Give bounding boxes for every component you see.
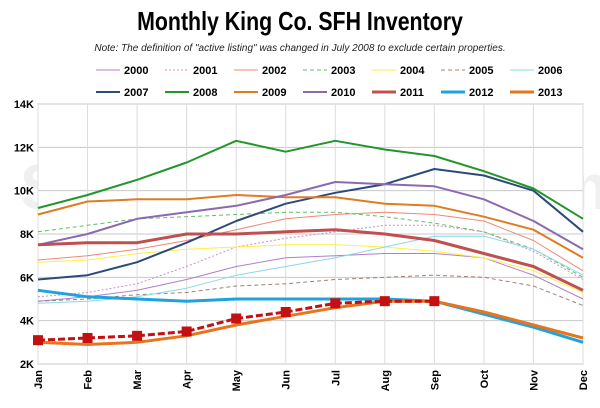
point-2014-aug	[379, 296, 390, 307]
series-line-2008	[37, 139, 584, 220]
x-tick-label-dec: Dec	[578, 370, 590, 390]
y-tick-label-1: 4K	[20, 316, 34, 328]
x-tick-label-mar: Mar	[132, 369, 144, 389]
legend-item-2002: 2002	[234, 65, 286, 77]
series-line-2002	[37, 211, 584, 272]
series-line-2005	[37, 274, 584, 306]
y-axis: 2K 4K 6K 8K 10K 12K 14K	[14, 99, 34, 371]
legend-item-2004: 2004	[372, 65, 425, 77]
legend-label-2003: 2003	[331, 65, 355, 77]
legend-item-2006: 2006	[510, 65, 562, 77]
legend-label-2013: 2013	[538, 87, 562, 99]
series-line-2009	[37, 194, 584, 259]
point-2014-jun	[280, 307, 291, 317]
legend-label-2002: 2002	[262, 65, 286, 77]
series-2004	[37, 244, 584, 293]
series-2005	[37, 274, 584, 306]
series-2010	[37, 181, 584, 251]
x-tick-label-jan: Jan	[33, 370, 45, 389]
legend-label-2005: 2005	[469, 65, 493, 77]
series-2009	[37, 194, 584, 259]
point-2014-sep	[429, 296, 440, 307]
x-tick-label-jul: Jul	[330, 370, 342, 386]
y-tick-label-0: 2K	[20, 359, 34, 371]
legend-item-2008: 2008	[165, 87, 217, 99]
x-tick-label-apr: Apr	[182, 369, 194, 389]
x-tick-label-jun: Jun	[281, 370, 293, 390]
legend-item-2011: 2011	[372, 87, 424, 99]
legend-item-2009: 2009	[234, 87, 286, 99]
chart-title: Monthly King Co. SFH Inventory	[137, 6, 463, 36]
x-tick-label-oct: Oct	[479, 370, 491, 389]
x-tick-label-sep: Sep	[429, 370, 441, 390]
legend-item-2001: 2001	[165, 65, 217, 77]
x-tick-label-nov: Nov	[528, 369, 540, 391]
series-line-2011	[37, 228, 584, 292]
legend-item-2007: 2007	[96, 87, 148, 99]
legend-item-2010: 2010	[303, 87, 355, 99]
series-line-2003	[37, 211, 584, 278]
x-tick-label-aug: Aug	[380, 370, 392, 391]
point-2014-feb	[82, 333, 93, 343]
series-2011	[37, 228, 584, 292]
legend-item-2012: 2012	[441, 87, 493, 99]
legend-label-2008: 2008	[193, 87, 217, 99]
point-2014-jan	[33, 335, 43, 346]
legend-label-2007: 2007	[124, 87, 148, 99]
series-2000	[37, 253, 584, 302]
series-2014	[33, 296, 440, 346]
series-line-2004	[37, 244, 584, 293]
series-line-2013	[37, 299, 584, 346]
legend-label-2006: 2006	[538, 65, 562, 77]
y-tick-label-4: 10K	[14, 186, 34, 198]
point-2014-may	[231, 313, 242, 324]
series-line-2007	[37, 168, 584, 281]
legend-label-2011: 2011	[400, 87, 424, 99]
series-2013	[37, 299, 584, 346]
series-2003	[37, 211, 584, 278]
series-lines	[33, 139, 584, 346]
chart-subtitle: Note: The definition of "active listing"…	[94, 43, 506, 54]
y-tick-label-5: 12K	[14, 142, 34, 154]
series-line-2012	[37, 288, 584, 344]
series-2007	[37, 168, 584, 281]
legend-label-2012: 2012	[469, 87, 493, 99]
point-2014-apr	[181, 326, 192, 337]
series-2008	[37, 139, 584, 220]
series-2002	[37, 211, 584, 272]
legend-label-2000: 2000	[124, 65, 148, 77]
legend-label-2004: 2004	[400, 65, 425, 77]
legend-item-2013: 2013	[510, 87, 562, 99]
x-tick-label-feb: Feb	[83, 370, 95, 390]
y-tick-label-2: 6K	[20, 272, 34, 284]
legend-label-2001: 2001	[193, 65, 217, 77]
legend-label-2010: 2010	[331, 87, 355, 99]
y-tick-label-3: 8K	[20, 229, 34, 241]
series-line-2010	[37, 181, 584, 251]
legend-item-2005: 2005	[441, 65, 493, 77]
point-2014-mar	[132, 330, 143, 341]
x-tick-label-may: May	[231, 369, 243, 391]
legend-item-2000: 2000	[96, 65, 148, 77]
series-line-2000	[37, 253, 584, 302]
legend-label-2009: 2009	[262, 87, 286, 99]
point-2014-jul	[330, 298, 341, 309]
series-2012	[37, 288, 584, 344]
legend-item-2003: 2003	[303, 65, 355, 77]
y-tick-label-6: 14K	[14, 99, 34, 111]
x-axis: Jan Feb Mar Apr May Jun Jul Aug Sep Oct Nov Dec	[33, 369, 590, 391]
